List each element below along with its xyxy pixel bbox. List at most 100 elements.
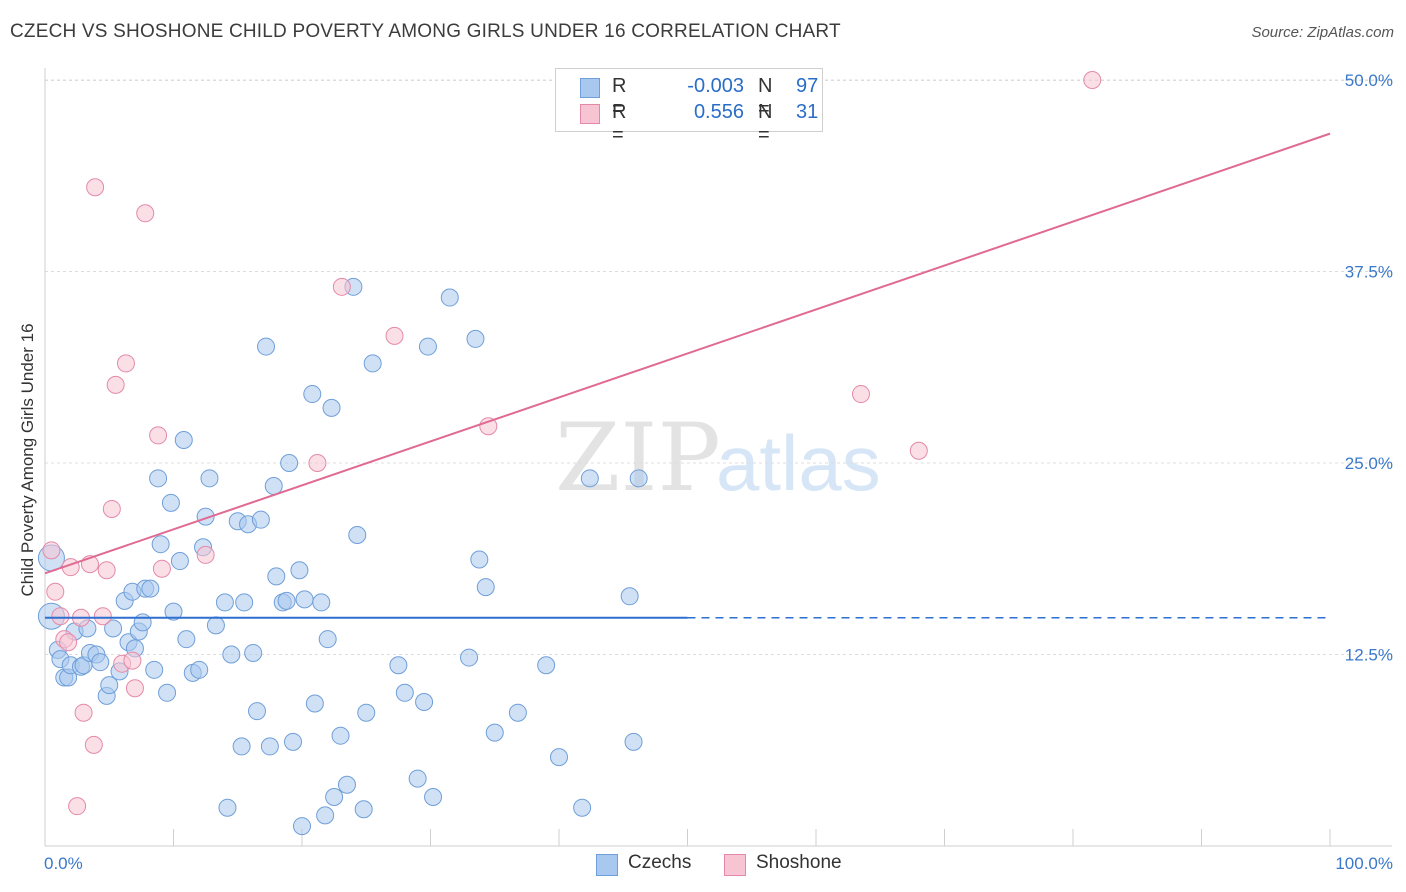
shoshone-point xyxy=(46,582,65,601)
legend-swatch-czechs xyxy=(580,78,600,98)
czechs-point xyxy=(145,660,164,679)
czechs-point xyxy=(280,454,299,472)
axes xyxy=(44,68,1392,847)
czechs-point xyxy=(264,476,283,495)
czechs-point xyxy=(200,469,219,488)
czechs-point xyxy=(470,550,489,569)
shoshone-point xyxy=(308,454,327,472)
shoshone-point xyxy=(125,679,144,698)
trend-lines xyxy=(44,132,1331,619)
czechs-point xyxy=(573,798,592,817)
legend-swatch-shoshone xyxy=(580,104,600,124)
shoshone-point xyxy=(59,633,78,652)
czechs-point xyxy=(312,593,331,612)
czechs-point xyxy=(174,431,193,450)
legend-n-label: N = xyxy=(758,101,773,146)
czechs-point xyxy=(141,579,160,598)
czechs-point xyxy=(395,683,414,702)
legend-label-shoshone: Shoshone xyxy=(756,852,842,873)
czechs-point xyxy=(164,602,183,621)
legend-r-value: -0.003 xyxy=(687,75,744,97)
shoshone-point xyxy=(42,541,61,560)
czechs-point xyxy=(251,510,270,529)
legend-swatch-shoshone xyxy=(724,854,746,876)
czechs-point xyxy=(440,288,459,307)
czechs-point xyxy=(316,806,335,825)
czechs-point xyxy=(620,587,639,606)
czechs-point xyxy=(267,567,286,586)
shoshone-point xyxy=(152,559,171,578)
shoshone-point xyxy=(385,326,404,345)
shoshone-point xyxy=(102,499,121,518)
czechs-point xyxy=(206,616,225,635)
series-shoshone-points xyxy=(42,71,1102,816)
czechs-point xyxy=(158,683,177,702)
y-tick-label: 12.5% xyxy=(1345,646,1393,665)
legend-n-value: 97 xyxy=(796,75,819,97)
czechs-point xyxy=(580,469,599,488)
czechs-point xyxy=(354,800,373,819)
legend-r-value: 0.556 xyxy=(693,101,744,123)
grid-lines xyxy=(45,79,1392,655)
czechs-point xyxy=(260,737,279,756)
czechs-point xyxy=(100,676,119,695)
x-tick-label-max: 100.0% xyxy=(1335,854,1393,873)
shoshone-point xyxy=(68,797,87,816)
czechs-point xyxy=(466,329,485,348)
czechs-point xyxy=(196,507,215,526)
czechs-point xyxy=(170,552,189,571)
czechs-point xyxy=(284,732,303,751)
shoshone-point xyxy=(51,607,70,626)
shoshone-point xyxy=(149,426,168,445)
czechs-point xyxy=(389,656,408,675)
czechs-point xyxy=(235,593,254,612)
shoshone-point xyxy=(909,441,928,460)
shoshone-point xyxy=(93,607,112,626)
czechs-point xyxy=(190,660,209,679)
czechs-point xyxy=(476,578,495,597)
shoshone-point xyxy=(86,178,105,197)
czechs-point xyxy=(303,385,322,404)
czechs-point xyxy=(537,656,556,675)
czechs-point xyxy=(408,769,427,788)
legend-label-czechs: Czechs xyxy=(628,852,692,873)
czechs-point xyxy=(322,398,341,417)
czechs-point xyxy=(348,526,367,545)
y-tick-label: 37.5% xyxy=(1345,263,1393,282)
czechs-point xyxy=(460,648,479,667)
shoshone-point xyxy=(196,545,215,564)
shoshone-point xyxy=(74,703,93,722)
legend-n-value: 31 xyxy=(796,101,819,123)
shoshone-point xyxy=(479,417,498,436)
y-tick-label: 50.0% xyxy=(1345,71,1393,90)
czechs-point xyxy=(418,337,437,356)
chart-source: Source: ZipAtlas.com xyxy=(1251,24,1394,41)
czechs-point xyxy=(424,787,443,806)
y-tick-labels: 12.5% 25.0% 37.5% 50.0% xyxy=(1345,71,1393,665)
watermark: ZIP atlas xyxy=(555,404,881,513)
shoshone-point xyxy=(116,354,135,373)
legend-swatch-czechs xyxy=(596,854,618,876)
czechs-point xyxy=(293,817,311,836)
shoshone-point xyxy=(106,375,125,394)
czechs-point xyxy=(161,493,180,512)
czechs-point xyxy=(290,561,309,580)
shoshone-point xyxy=(97,561,116,580)
y-tick-label: 25.0% xyxy=(1345,454,1393,473)
czechs-point xyxy=(305,694,324,713)
shoshone-point xyxy=(136,204,155,223)
legend-r-label: R = xyxy=(612,75,627,120)
czechs-point xyxy=(244,643,263,662)
czechs-point xyxy=(624,732,643,751)
czechs-point xyxy=(363,354,382,373)
czechs-point xyxy=(318,630,337,649)
shoshone-point xyxy=(1083,71,1102,89)
shoshone-trend-line xyxy=(44,132,1331,575)
watermark-zip: ZIP xyxy=(555,404,721,513)
x-tick-label-min: 0.0% xyxy=(44,854,83,873)
czechs-point xyxy=(232,737,251,756)
czechs-point xyxy=(149,469,168,488)
shoshone-point xyxy=(851,385,870,404)
shoshone-point xyxy=(332,277,351,296)
